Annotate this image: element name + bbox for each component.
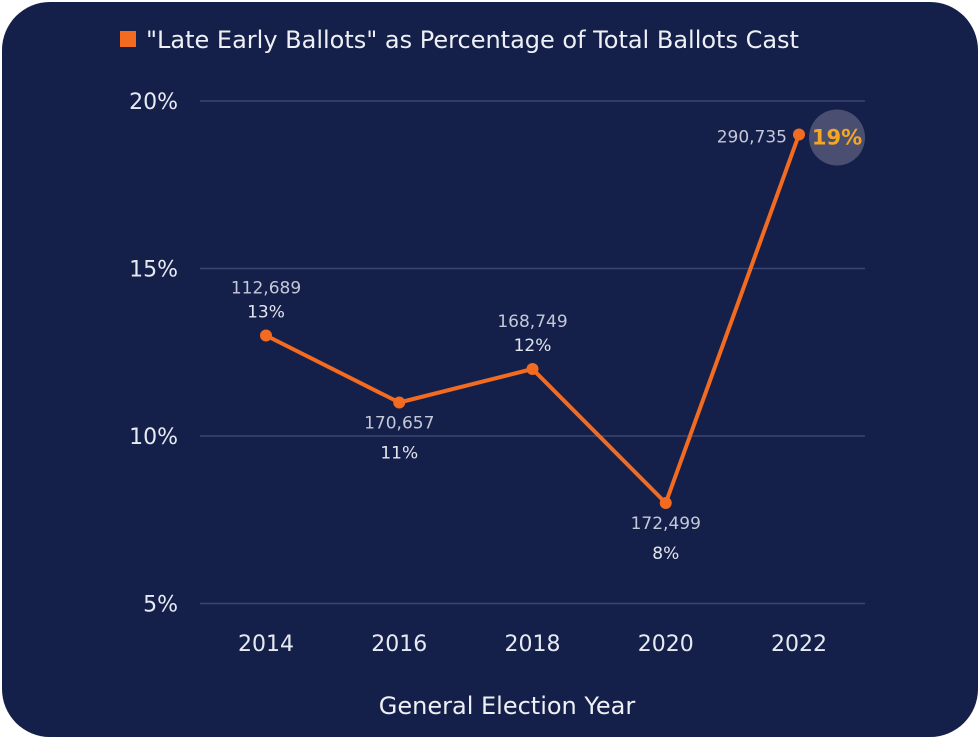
pct-label: 12% (514, 336, 552, 356)
x-tick-label: 2016 (371, 632, 427, 657)
pct-label: 13% (247, 303, 285, 323)
count-label: 170,657 (364, 414, 434, 434)
x-tick-label: 2018 (505, 632, 561, 657)
data-point (793, 128, 805, 141)
legend-label: "Late Early Ballots" as Percentage of To… (146, 26, 799, 54)
x-tick-label: 2020 (638, 632, 694, 657)
x-tick-label: 2014 (238, 632, 294, 657)
pct-label: 8% (652, 544, 679, 564)
y-tick-label: 15% (129, 258, 178, 283)
count-label: 112,689 (231, 279, 301, 299)
data-point (260, 329, 272, 342)
y-tick-label: 20% (129, 90, 178, 115)
y-tick-label: 10% (129, 425, 178, 450)
x-tick-label: 2022 (771, 632, 827, 657)
data-point (393, 396, 406, 409)
highlight-circle (809, 109, 865, 166)
legend-swatch (120, 31, 136, 47)
count-label: 172,499 (631, 514, 701, 534)
data-point (659, 497, 672, 509)
count-label: 290,735 (717, 128, 787, 148)
pct-label: 19% (812, 126, 862, 150)
pct-label: 11% (380, 444, 418, 464)
x-axis-label: General Election Year (379, 692, 636, 720)
y-tick-label: 5% (143, 593, 178, 618)
count-label: 168,749 (497, 312, 567, 332)
data-point (526, 363, 539, 375)
